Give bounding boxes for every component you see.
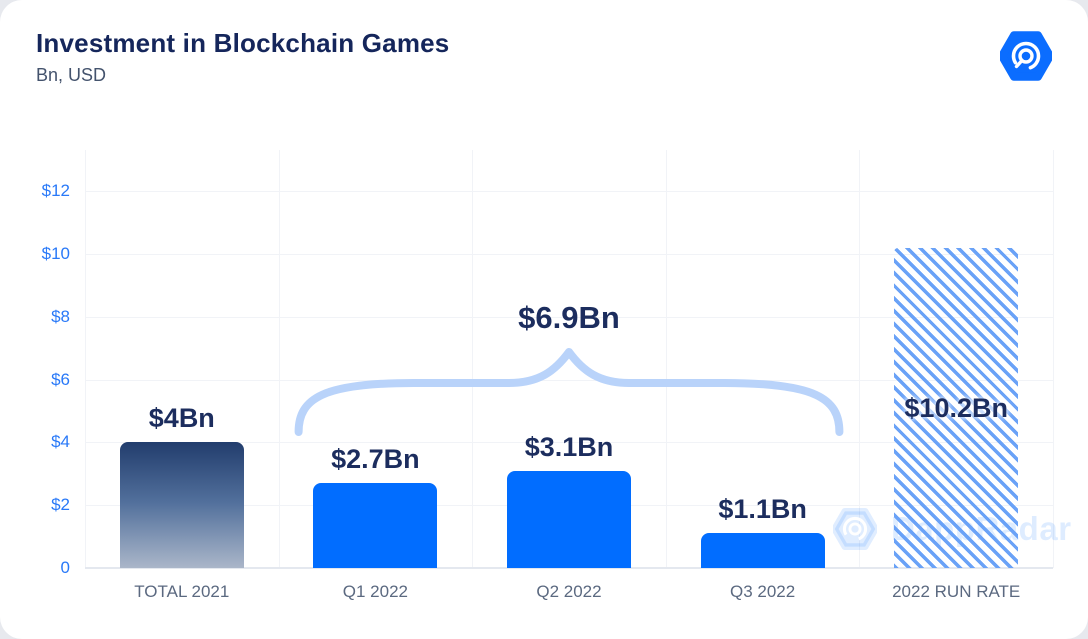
y-axis: $12 $10 $8 $6 $4 $2 0 [0, 150, 70, 577]
bar-value-label: $4Bn [148, 403, 215, 434]
v-gridline [278, 150, 280, 568]
y-tick-label: $12 [41, 181, 70, 200]
chart-header: Investment in Blockchain Games Bn, USD [36, 28, 1052, 98]
dappradar-logo-icon [1000, 31, 1052, 81]
y-tick-label: $6 [51, 369, 70, 389]
h-gridline [85, 191, 1053, 192]
x-tick-label: 2022 RUN RATE [892, 582, 1021, 601]
chart-units: Bn, USD [36, 65, 107, 85]
x-tick-label: Q1 2022 [342, 582, 408, 601]
bar-column: $10.2Bn 2022 RUN RATE [859, 150, 1053, 601]
h-gridline [85, 253, 1053, 255]
annotation-label: $6.9Bn [518, 300, 620, 335]
x-tick-label: TOTAL 2021 [134, 582, 230, 601]
h-gridline [85, 316, 1053, 318]
v-gridline [1053, 150, 1054, 568]
x-tick-label: Q2 2022 [536, 582, 602, 601]
bar-value-label: $2.7Bn [331, 444, 420, 475]
y-tick-label: 0 [60, 558, 70, 577]
bar-column: $1.1Bn Q3 2022 [666, 150, 860, 601]
x-axis-line [85, 567, 1053, 569]
bar-q1-2022 [313, 483, 438, 568]
bar-value-label: $10.2Bn [904, 392, 1008, 423]
x-tick-label: Q3 2022 [729, 582, 796, 601]
y-tick-label: $2 [51, 495, 70, 515]
bar-total-2021 [119, 442, 244, 568]
bar-column: $3.1Bn Q2 2022 [472, 150, 666, 601]
bar-column: $4Bn TOTAL 2021 [85, 150, 279, 601]
page-title: Investment in Blockchain Games [36, 28, 450, 58]
v-gridline [85, 150, 86, 568]
watermark-logo-icon [833, 508, 877, 550]
bar-2022-run-rate [894, 247, 1019, 568]
bar-q3-2022 [700, 533, 825, 568]
h-gridline [85, 442, 1053, 444]
bar-value-label: $1.1Bn [718, 494, 807, 525]
y-tick-label: $10 [41, 243, 70, 263]
bar-value-label: $3.1Bn [524, 431, 614, 462]
y-tick-label: $4 [51, 432, 70, 452]
v-gridline [859, 150, 861, 568]
bar-q2-2022 [506, 470, 631, 568]
y-tick-label: $8 [51, 306, 70, 326]
bar-column: $2.7Bn Q1 2022 [279, 150, 473, 601]
